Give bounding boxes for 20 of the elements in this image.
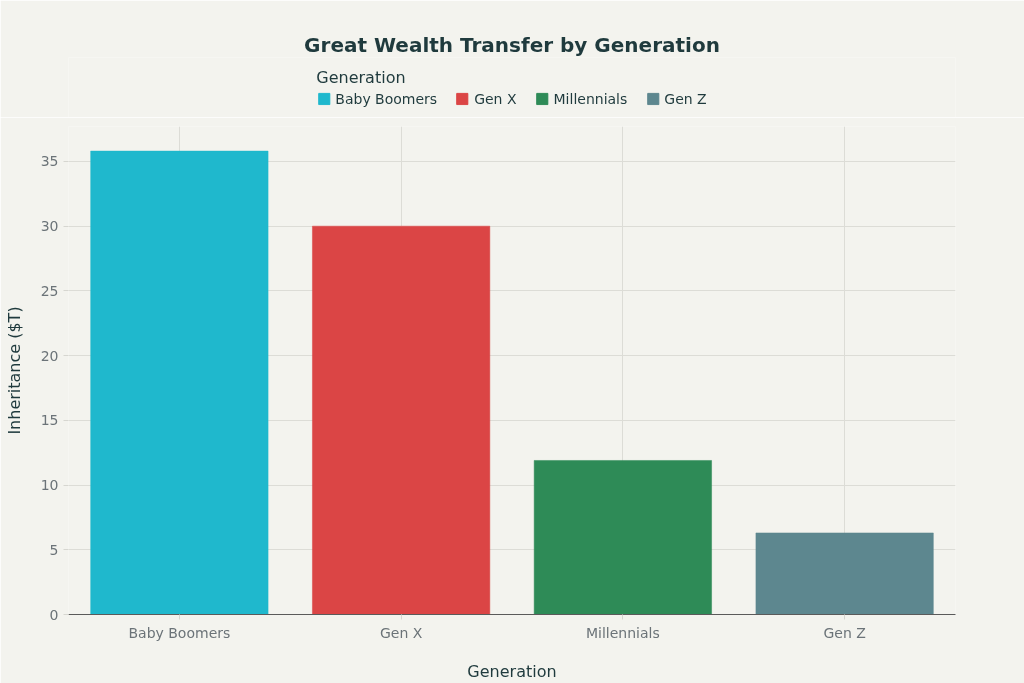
y-tick-label: 35	[40, 153, 59, 170]
x-tick-label: Gen X	[379, 624, 423, 641]
x-tick-label: Gen Z	[823, 624, 866, 641]
chart-title: Great Wealth Transfer by Generation	[304, 32, 720, 57]
y-tick-label: 0	[49, 606, 59, 623]
x-axis-title: Generation	[467, 661, 557, 681]
x-tick-label: Millennials	[586, 624, 660, 641]
y-tick-label: 5	[49, 541, 59, 558]
y-tick-label: 20	[40, 347, 59, 364]
legend-title: Generation	[316, 67, 407, 87]
legend-label: Baby Boomers	[335, 90, 438, 107]
legend-label: Gen X	[474, 90, 517, 107]
y-tick-label: 30	[40, 218, 59, 235]
x-tick-label: Baby Boomers	[128, 624, 231, 641]
legend-label: Millennials	[553, 90, 628, 107]
y-tick-label: 15	[40, 412, 59, 429]
legend-label: Gen Z	[664, 90, 707, 107]
y-tick-label: 10	[40, 477, 59, 494]
y-tick-label: 25	[40, 282, 59, 299]
y-axis-title: Inheritance ($T)	[4, 306, 24, 435]
